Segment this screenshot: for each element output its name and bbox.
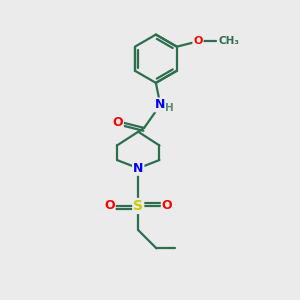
Text: CH₃: CH₃ xyxy=(219,36,240,46)
Text: O: O xyxy=(193,36,203,46)
Text: H: H xyxy=(165,103,174,113)
Text: N: N xyxy=(155,98,166,111)
Text: O: O xyxy=(104,200,115,212)
Text: N: N xyxy=(133,162,143,175)
Text: O: O xyxy=(162,200,172,212)
Text: O: O xyxy=(112,116,123,129)
Text: S: S xyxy=(133,199,143,213)
